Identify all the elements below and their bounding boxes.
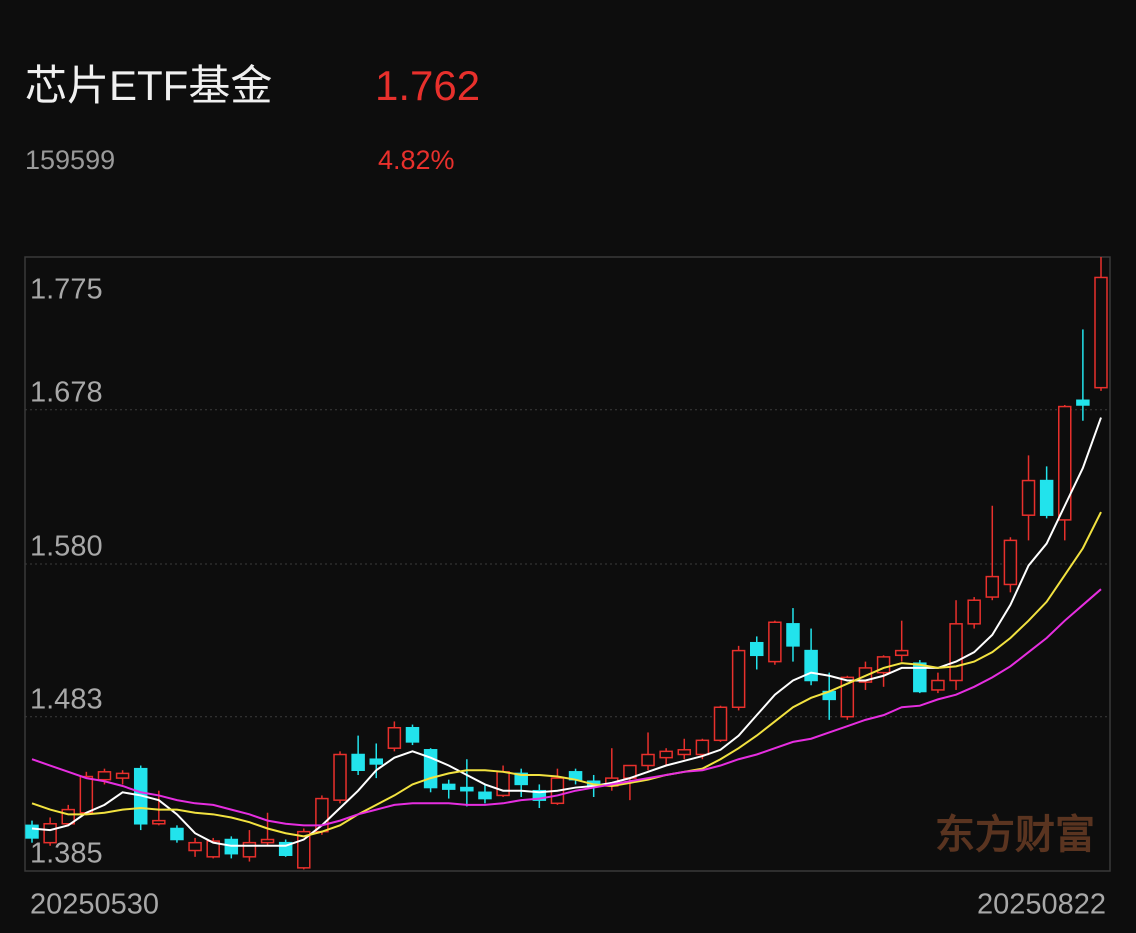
price: 1.762 xyxy=(375,62,480,109)
candle-body xyxy=(97,771,112,781)
candle-body xyxy=(115,772,130,779)
candle-body xyxy=(913,662,927,693)
candle-body xyxy=(768,621,782,663)
candle-body xyxy=(1003,539,1018,586)
candle-body xyxy=(931,679,945,691)
candle-body xyxy=(804,649,818,682)
candle-body xyxy=(405,726,420,743)
candle-body xyxy=(1039,479,1054,516)
y-tick-label: 1.483 xyxy=(30,683,103,715)
candle-body xyxy=(749,641,764,657)
candle-body xyxy=(79,775,94,814)
candle-body xyxy=(985,575,1000,598)
x-tick-label: 20250530 xyxy=(30,889,159,921)
candle-body xyxy=(514,772,528,786)
candle-body xyxy=(641,753,655,767)
y-tick-label: 1.580 xyxy=(30,531,103,563)
candle-body xyxy=(1076,399,1090,406)
candle-body xyxy=(25,824,39,839)
candle-body xyxy=(496,771,510,797)
candle-body xyxy=(1021,479,1036,516)
candle-body xyxy=(170,827,184,841)
candle-body xyxy=(532,789,547,801)
candle-body xyxy=(351,753,365,771)
y-tick-label: 1.385 xyxy=(30,838,103,870)
candle-body xyxy=(260,838,275,844)
x-tick-label: 20250822 xyxy=(977,889,1106,921)
fund-code: 159599 xyxy=(25,145,115,175)
candle-body xyxy=(677,749,692,756)
candle-body xyxy=(315,797,329,833)
candle-body xyxy=(43,823,57,844)
candle-body xyxy=(441,783,456,790)
watermark: 东方财富 xyxy=(935,811,1095,858)
candle-body xyxy=(840,676,855,718)
change: 4.82% xyxy=(378,145,455,175)
candle-body xyxy=(786,623,800,647)
candle-body xyxy=(713,706,728,742)
moving-average-line xyxy=(31,417,1102,847)
candle-body xyxy=(188,841,202,852)
candle-body xyxy=(460,786,474,792)
candle-body xyxy=(695,739,710,756)
y-tick-label: 1.775 xyxy=(30,274,103,306)
candle-body xyxy=(387,726,402,749)
moving-average-line xyxy=(31,511,1102,838)
candle-body xyxy=(949,623,963,682)
candle-body xyxy=(369,758,384,765)
candle-body xyxy=(731,649,746,709)
candle-body xyxy=(967,599,981,625)
moving-average-line xyxy=(31,588,1102,827)
candle-body xyxy=(659,750,673,759)
candle-body xyxy=(206,840,220,858)
y-tick-label: 1.678 xyxy=(30,376,103,408)
candle-body xyxy=(1058,405,1072,521)
candle-body xyxy=(478,791,492,800)
candle-body xyxy=(242,841,257,858)
candle-body xyxy=(894,649,909,657)
candle-body xyxy=(333,753,347,801)
candle-body xyxy=(152,819,166,825)
candle-body xyxy=(1094,276,1108,389)
fund-title: 芯片ETF基金 xyxy=(25,62,272,109)
